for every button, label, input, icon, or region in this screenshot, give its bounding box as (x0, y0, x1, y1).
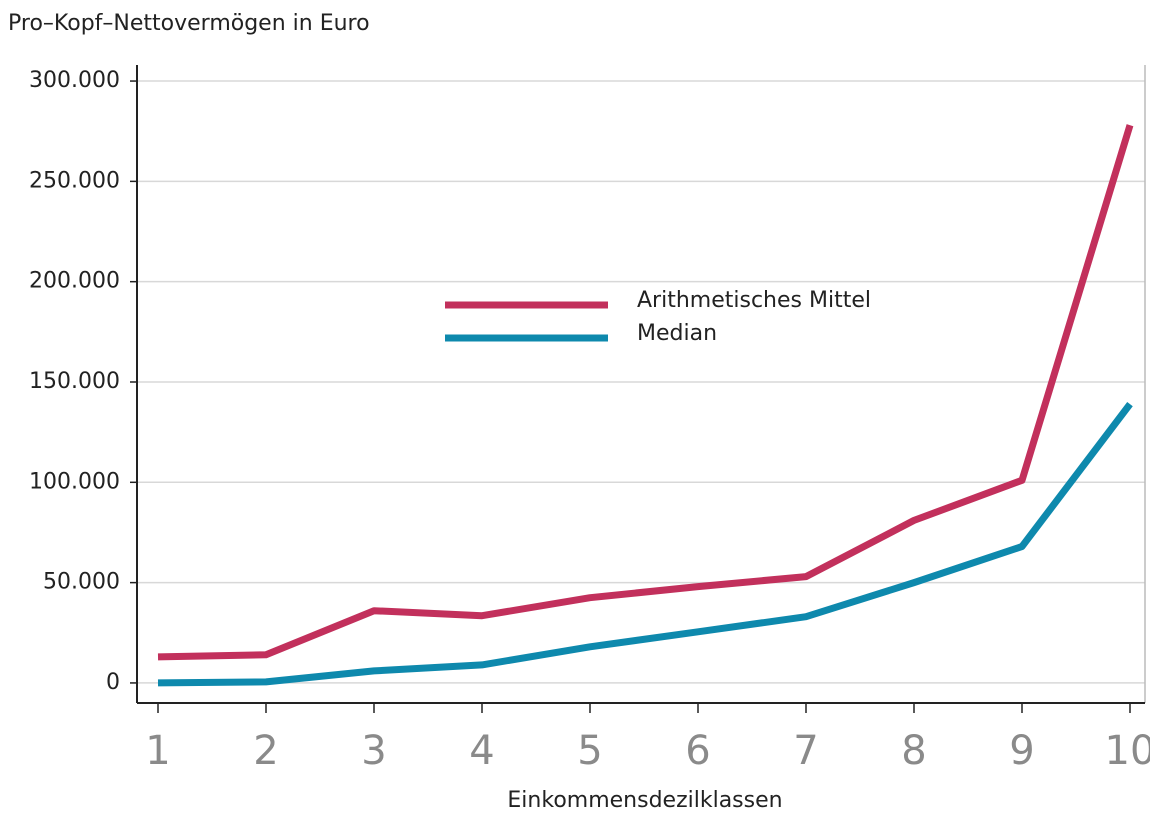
chart-title: Pro–Kopf–Nettovermögen in Euro (8, 11, 370, 36)
y-tick-label: 100.000 (29, 469, 120, 494)
y-tick-label: 250.000 (29, 168, 120, 193)
x-axis-label: Einkommensdezilklassen (507, 788, 782, 813)
legend-label: Arithmetisches Mittel (637, 288, 871, 313)
x-tick-label: 6 (685, 728, 710, 774)
x-tick-label: 2 (253, 728, 278, 774)
y-tick-label: 150.000 (29, 369, 120, 394)
series-line (157, 401, 1133, 687)
x-tick-label: 8 (901, 728, 926, 774)
y-tick-label: 300.000 (29, 68, 120, 93)
y-tick-label: 200.000 (29, 269, 120, 294)
y-tick-label: 0 (106, 670, 120, 695)
x-tick-label: 4 (469, 728, 494, 774)
y-tick-label: 50.000 (43, 570, 120, 595)
x-tick-label: 5 (577, 728, 602, 774)
x-tick-label: 9 (1009, 728, 1034, 774)
x-tick-label: 3 (361, 728, 386, 774)
x-tick-label: 10 (1105, 728, 1150, 774)
legend-label: Median (637, 321, 717, 346)
x-tick-label: 7 (793, 728, 818, 774)
series-line (157, 124, 1134, 661)
x-tick-label: 1 (145, 728, 170, 774)
